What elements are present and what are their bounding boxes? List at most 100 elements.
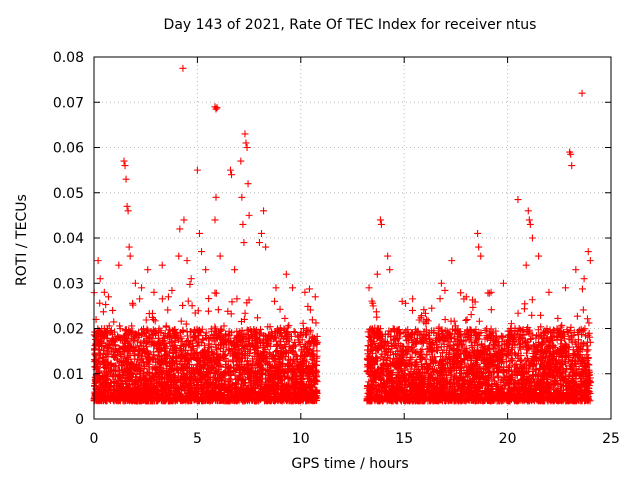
data-point (170, 384, 178, 392)
data-point (264, 323, 272, 331)
data-point (184, 356, 192, 364)
data-point (122, 326, 130, 334)
data-point (193, 376, 201, 384)
data-point (120, 365, 128, 373)
data-point (261, 346, 269, 354)
data-point (179, 301, 187, 309)
data-point (202, 351, 210, 359)
data-point (117, 379, 125, 387)
data-point (238, 380, 246, 388)
data-point (251, 328, 259, 336)
data-point (215, 354, 223, 362)
data-point (211, 327, 219, 335)
data-point (170, 343, 178, 351)
data-point (247, 362, 255, 370)
data-point (224, 387, 232, 395)
data-point (172, 396, 180, 404)
data-point (95, 358, 103, 366)
data-point (98, 372, 106, 380)
data-point (96, 377, 104, 385)
data-point (209, 379, 217, 387)
data-point (236, 371, 244, 379)
data-point (299, 319, 307, 327)
data-points (90, 64, 594, 405)
data-point (475, 317, 483, 325)
data-point (132, 360, 140, 368)
data-point (276, 395, 284, 403)
data-point (164, 353, 172, 361)
data-point (239, 351, 247, 359)
data-point (224, 346, 232, 354)
data-point (194, 327, 202, 335)
data-point (139, 345, 147, 353)
data-point (305, 338, 313, 346)
data-point (266, 397, 274, 405)
data-point (113, 355, 121, 363)
data-point (194, 307, 202, 315)
data-point (125, 355, 133, 363)
data-point (202, 385, 210, 393)
data-point (225, 375, 233, 383)
data-point (152, 365, 160, 373)
data-point (237, 338, 245, 346)
data-point (256, 331, 264, 339)
data-point (103, 370, 111, 378)
data-point (105, 382, 113, 390)
data-point (312, 319, 320, 327)
data-point (224, 332, 232, 340)
data-point (163, 360, 171, 368)
data-point (289, 360, 297, 368)
data-point (221, 351, 229, 359)
data-point (207, 363, 215, 371)
data-point (457, 289, 465, 297)
data-point (121, 368, 129, 376)
data-point (256, 375, 264, 383)
data-point (132, 375, 140, 383)
data-point (111, 396, 119, 404)
data-point (230, 397, 238, 405)
data-point (311, 377, 319, 385)
data-point (129, 381, 137, 389)
data-point (153, 345, 161, 353)
data-point (178, 386, 186, 394)
data-point (233, 327, 241, 335)
data-point (240, 315, 248, 323)
data-point (228, 298, 236, 306)
data-point (246, 386, 254, 394)
data-point (200, 364, 208, 372)
data-point (204, 307, 212, 315)
data-point (289, 342, 297, 350)
data-point (302, 345, 310, 353)
data-point (114, 333, 122, 341)
data-point (210, 333, 218, 341)
data-point (140, 390, 148, 398)
data-point (122, 334, 130, 342)
data-point (249, 355, 257, 363)
data-point (167, 338, 175, 346)
data-point (229, 393, 237, 401)
data-point (288, 347, 296, 355)
data-point (285, 361, 293, 369)
data-point (257, 325, 265, 333)
data-point (119, 336, 127, 344)
data-point (131, 348, 139, 356)
data-point (200, 346, 208, 354)
data-point (251, 397, 259, 405)
data-point (143, 352, 151, 360)
data-point (143, 368, 151, 376)
data-point (573, 312, 581, 320)
data-point (168, 354, 176, 362)
data-point (248, 339, 256, 347)
data-point (187, 379, 195, 387)
data-point (106, 383, 114, 391)
data-point (307, 339, 315, 347)
data-point (238, 326, 246, 334)
data-point (136, 347, 144, 355)
data-point (126, 352, 134, 360)
data-point (238, 377, 246, 385)
data-point (153, 389, 161, 397)
data-point (162, 323, 170, 331)
data-point (167, 365, 175, 373)
data-point (291, 328, 299, 336)
